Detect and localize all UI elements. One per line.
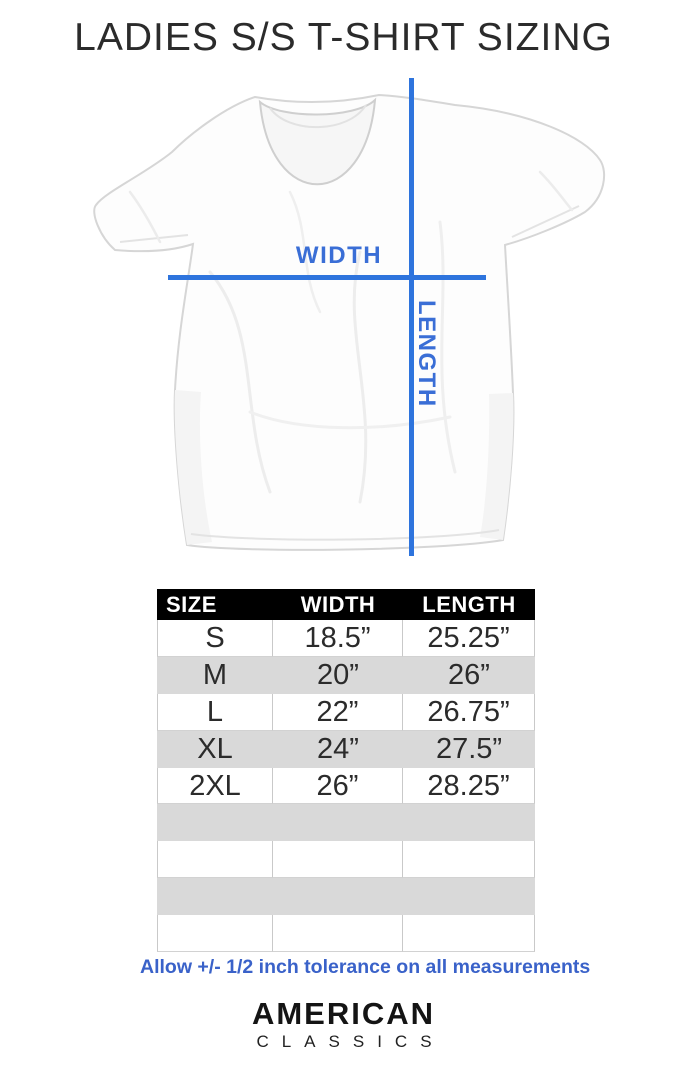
header-width: WIDTH: [300, 591, 376, 617]
tolerance-note: Allow +/- 1/2 inch tolerance on all meas…: [140, 956, 591, 978]
table-row: S 18.5” 25.25”: [157, 620, 535, 657]
table-cell: 26”: [448, 658, 490, 691]
width-measure-line: [168, 275, 486, 280]
length-measure-line: [409, 78, 414, 556]
table-cell: 24”: [317, 732, 359, 765]
table-cell: [273, 841, 403, 879]
table-cell: [273, 878, 403, 915]
table-cell: [157, 878, 273, 915]
table-cell: M: [202, 658, 228, 691]
table-row: L 22” 26.75”: [157, 693, 535, 731]
table-cell: [157, 804, 273, 841]
table-row: XL 24” 27.5”: [157, 730, 535, 768]
table-cell: 28.25”: [403, 767, 535, 805]
table-row: [157, 804, 535, 842]
header-length: LENGTH: [422, 591, 516, 617]
table-cell: 20”: [317, 658, 359, 691]
page-title: LADIES S/S T-SHIRT SIZING: [74, 16, 613, 59]
tshirt-illustration: [93, 93, 606, 551]
table-cell: 26.75”: [403, 693, 535, 731]
table-cell: 26”: [273, 767, 403, 805]
size-table-body: S 18.5” 25.25” M 20” 26” L 22” 26.75” XL 24” 27.5” 2…: [157, 620, 535, 953]
table-cell: [403, 804, 535, 841]
table-cell: [403, 878, 535, 915]
length-label: LENGTH: [413, 300, 440, 408]
size-table: SIZE WIDTH LENGTH S 18.5” 25.25” M 20” 26” L 22…: [157, 589, 535, 953]
brand-name-classics: CLASSICS: [256, 1032, 445, 1051]
table-cell: [403, 841, 535, 879]
table-cell: [273, 804, 403, 841]
brand-name-american: AMERICAN: [251, 996, 436, 1031]
table-row: [157, 841, 535, 879]
table-cell: S: [157, 620, 273, 657]
size-table-header: SIZE WIDTH LENGTH: [157, 589, 535, 620]
table-row: [157, 878, 535, 916]
table-cell: 22”: [273, 693, 403, 731]
table-cell: [403, 915, 535, 953]
table-cell: L: [157, 693, 273, 731]
table-cell: 18.5”: [273, 620, 403, 657]
table-cell: [157, 915, 273, 953]
table-row: 2XL 26” 28.25”: [157, 767, 535, 805]
table-row: [157, 915, 535, 953]
header-size: SIZE: [166, 591, 217, 617]
table-cell: 25.25”: [403, 620, 535, 657]
table-row: M 20” 26”: [157, 656, 535, 694]
table-cell: [157, 841, 273, 879]
table-cell: 2XL: [157, 767, 273, 805]
table-cell: XL: [197, 732, 233, 765]
table-cell: [273, 915, 403, 953]
table-cell: 27.5”: [435, 732, 503, 765]
width-label: WIDTH: [295, 242, 383, 269]
shirt-diagram: WIDTH LENGTH: [60, 72, 630, 572]
